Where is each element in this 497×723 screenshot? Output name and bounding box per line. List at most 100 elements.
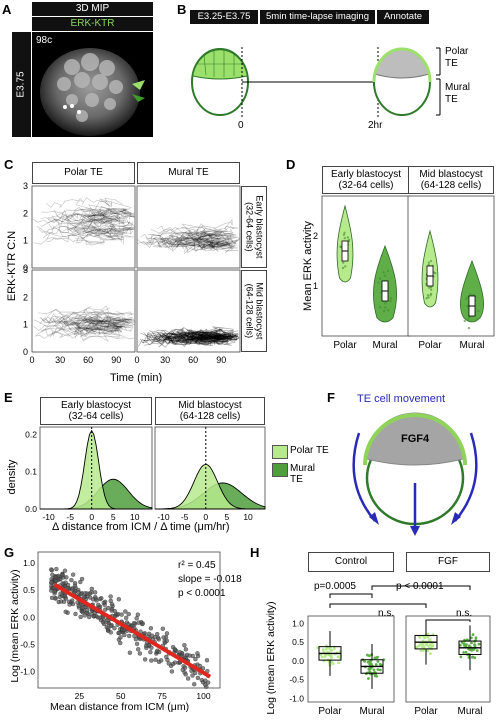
c-ytick: 0 <box>23 347 28 357</box>
g-point <box>154 658 158 662</box>
d-xtick: Polar <box>418 340 442 351</box>
g-xtick: 50 <box>116 691 126 701</box>
g-ytick: 0.0 <box>23 612 35 622</box>
h-xtick: Mural <box>359 706 384 717</box>
d-point <box>430 288 432 290</box>
stage-label: E3.75 <box>16 71 27 97</box>
g-point <box>128 651 132 655</box>
h-point <box>419 636 422 639</box>
f-schematic <box>335 393 495 543</box>
g-point <box>165 631 169 635</box>
h-point <box>367 677 370 680</box>
legend-mural-swatch <box>272 463 288 477</box>
g-point <box>91 597 95 601</box>
h-p1: p=0.0005 <box>314 581 356 592</box>
d-point <box>476 318 478 320</box>
time-stamp: 98c <box>36 35 52 46</box>
c-ytick: 1 <box>23 236 28 246</box>
g-ytick: 1.0 <box>23 558 35 568</box>
d-point <box>465 297 467 299</box>
panel-label-b: B <box>177 2 186 17</box>
g-point <box>205 658 209 662</box>
g-point <box>162 635 166 639</box>
g-point <box>110 609 114 613</box>
h-point <box>471 656 474 659</box>
g-point <box>182 643 186 647</box>
h-point <box>337 661 340 664</box>
g-ytick: -0.5 <box>20 639 35 649</box>
c-ytick: 1 <box>23 320 28 330</box>
h-point <box>332 662 335 665</box>
h-point <box>462 651 465 654</box>
d-point <box>342 261 344 263</box>
h-frame-control <box>308 616 394 702</box>
h-point <box>375 663 378 666</box>
g-r2: r² = 0.45 <box>178 560 216 571</box>
d-point <box>430 260 432 262</box>
g-point <box>79 615 83 619</box>
g-point <box>173 647 177 651</box>
d-point <box>343 232 345 234</box>
g-point <box>117 631 121 635</box>
g-ytick: 0.5 <box>23 585 35 595</box>
g-point <box>165 639 169 643</box>
d-point <box>428 261 430 263</box>
g-point <box>74 612 78 616</box>
g-point <box>120 613 124 617</box>
d-point <box>339 246 341 248</box>
h-bracket <box>330 594 372 598</box>
h-point <box>379 669 382 672</box>
g-point <box>60 573 64 577</box>
g-ytick: -1.0 <box>20 667 35 677</box>
g-point <box>109 624 113 628</box>
h-point <box>325 648 328 651</box>
h-point <box>324 655 327 658</box>
g-point <box>64 575 68 579</box>
g-point <box>54 567 58 571</box>
d-point <box>464 320 466 322</box>
g-xtick: 25 <box>75 691 85 701</box>
d-point <box>383 310 385 312</box>
panel-f: TE cell movement FGF4 <box>335 393 495 543</box>
g-point <box>123 610 127 614</box>
g-point <box>136 647 140 651</box>
h-xtick: Polar <box>318 706 342 717</box>
h-ytick: 0.0 <box>292 656 304 666</box>
g-point <box>165 658 169 662</box>
legend-polar-swatch <box>272 445 288 459</box>
h-point <box>423 636 426 639</box>
g-point <box>192 682 196 686</box>
g-point <box>98 616 102 620</box>
h-point <box>421 643 424 646</box>
g-point <box>68 603 72 607</box>
e-ytick: 0.1 <box>25 467 37 477</box>
d-point <box>425 297 427 299</box>
h-point <box>369 660 372 663</box>
g-xtick: 100 <box>196 691 210 701</box>
g-point <box>149 626 153 630</box>
g-point <box>85 592 89 596</box>
stage-label-box: E3.75 <box>12 32 31 137</box>
g-point <box>141 622 145 626</box>
g-point <box>127 634 131 638</box>
g-point <box>101 620 105 624</box>
h-p2: p < 0.0001 <box>396 581 444 592</box>
h-point <box>376 668 379 671</box>
c-xtick: 60 <box>188 355 198 365</box>
g-point <box>135 642 139 646</box>
g-point <box>73 584 77 588</box>
panel-a: 3D MIP ERK-KTR E3.75 98c <box>12 2 154 138</box>
g-xtick: 75 <box>157 691 167 701</box>
h-point <box>473 656 476 659</box>
d-point <box>477 310 479 312</box>
g-point <box>50 580 54 584</box>
mural-te-label: Mural TE <box>445 82 470 105</box>
h-point <box>373 669 376 672</box>
g-pvalue: p < 0.0001 <box>178 588 226 599</box>
g-point <box>148 650 152 654</box>
h-point <box>478 643 481 646</box>
